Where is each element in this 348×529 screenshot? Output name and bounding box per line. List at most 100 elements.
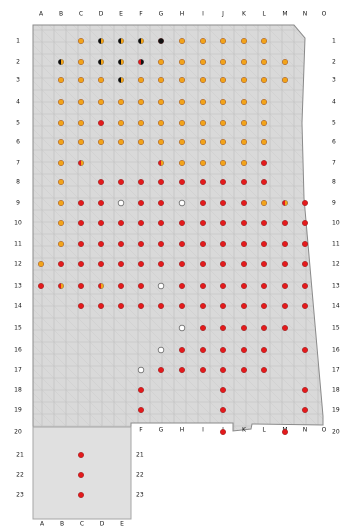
dot-H9	[178, 199, 186, 207]
inset-left-row-label: 21	[16, 452, 24, 459]
dot-K12	[241, 261, 247, 267]
dot-I16	[200, 347, 206, 353]
dot-I8	[200, 179, 206, 185]
dot-G13	[157, 282, 165, 290]
dot-K2	[241, 59, 247, 65]
dot-E3	[118, 77, 124, 83]
right-row-label: 15	[332, 325, 340, 332]
dot-J7	[220, 160, 226, 166]
dot-D2-outline	[98, 59, 104, 65]
dot-I2	[200, 59, 206, 65]
grid-labels: A B C D E F G H I J K L M N O1234567891011121314151617…	[14, 11, 340, 528]
dot-F9	[138, 200, 144, 206]
dot-D1-outline	[98, 38, 104, 44]
inset-right-row-label: 22	[136, 472, 144, 479]
dot-L7	[261, 160, 267, 166]
dot-D6	[98, 139, 104, 145]
dot-K1	[241, 38, 247, 44]
dot-G4	[158, 99, 164, 105]
dot-N12	[302, 261, 308, 267]
dot-I17	[200, 367, 206, 373]
dot-K6	[241, 139, 247, 145]
dot-C21	[78, 452, 84, 458]
dot-J8	[220, 179, 226, 185]
dot-F10	[138, 220, 144, 226]
left-row-label: 17	[14, 367, 22, 374]
dot-J2	[220, 59, 226, 65]
dot-C7	[78, 160, 84, 166]
dot-M12	[282, 261, 288, 267]
dot-J10	[220, 220, 226, 226]
dot-J9	[220, 200, 226, 206]
inset-right-row-label: 23	[136, 492, 144, 499]
dot-E2	[118, 59, 124, 65]
dot-H1	[179, 38, 185, 44]
dot-B9	[58, 200, 64, 206]
state-outline	[32, 24, 324, 488]
dot-J3	[220, 77, 226, 83]
dot-I6	[200, 139, 206, 145]
dot-G12	[158, 261, 164, 267]
dot-F3	[138, 77, 144, 83]
inset-right-row-label: 21	[136, 452, 144, 459]
dot-K17	[241, 367, 247, 373]
left-row-label: 4	[16, 99, 20, 106]
top-column-label: C	[79, 11, 83, 18]
dot-K10	[241, 220, 247, 226]
dot-C5	[78, 120, 84, 126]
right-row-label: 9	[332, 200, 336, 207]
dot-H17	[179, 367, 185, 373]
dot-E9	[117, 199, 125, 207]
dot-H7	[179, 160, 185, 166]
dot-C7-left	[78, 160, 81, 166]
dot-C12	[78, 261, 84, 267]
right-row-label: 3	[332, 77, 336, 84]
dot-H6	[179, 139, 185, 145]
dot-F19	[138, 407, 144, 413]
dot-G16	[157, 346, 165, 354]
dot-N11	[302, 241, 308, 247]
dot-C11	[78, 241, 84, 247]
dot-H11	[179, 241, 185, 247]
dot-L17	[261, 367, 267, 373]
dot-B3	[58, 77, 64, 83]
dot-M9-right	[285, 200, 288, 206]
dot-L5	[261, 120, 267, 126]
bottom-column-label: K	[242, 427, 247, 434]
dot-H12	[179, 261, 185, 267]
top-column-label: G	[159, 11, 164, 18]
dot-E2-right	[121, 59, 124, 65]
right-row-label: 18	[332, 387, 340, 394]
dot-G5	[158, 120, 164, 126]
dot-I12	[200, 261, 206, 267]
dot-M2	[282, 59, 288, 65]
dot-G7	[158, 160, 164, 166]
dot-D13-left	[98, 283, 101, 289]
dot-J5	[220, 120, 226, 126]
dot-F2-outline	[138, 59, 144, 65]
right-row-label: 17	[332, 367, 340, 374]
dot-I9	[200, 200, 206, 206]
bottom-column-label: H	[180, 427, 185, 434]
dot-F17	[137, 366, 145, 374]
right-row-label: 14	[332, 303, 340, 310]
dot-D12	[98, 261, 104, 267]
dot-I14	[200, 303, 206, 309]
dot-C4	[78, 99, 84, 105]
dot-B11	[58, 241, 64, 247]
dot-D4	[98, 99, 104, 105]
dot-J13	[220, 283, 226, 289]
dot-B13-outline	[58, 283, 64, 289]
dot-J19	[220, 407, 226, 413]
dot-H5	[179, 120, 185, 126]
dot-I10	[200, 220, 206, 226]
dot-M9	[282, 200, 288, 206]
dot-K4	[241, 99, 247, 105]
dot-B2	[58, 59, 64, 65]
left-row-label: 6	[16, 139, 20, 146]
dot-M13	[282, 283, 288, 289]
left-row-label: 13	[14, 283, 22, 290]
left-row-label: 9	[16, 200, 20, 207]
dot-A13	[38, 283, 44, 289]
dot-L4	[261, 99, 267, 105]
